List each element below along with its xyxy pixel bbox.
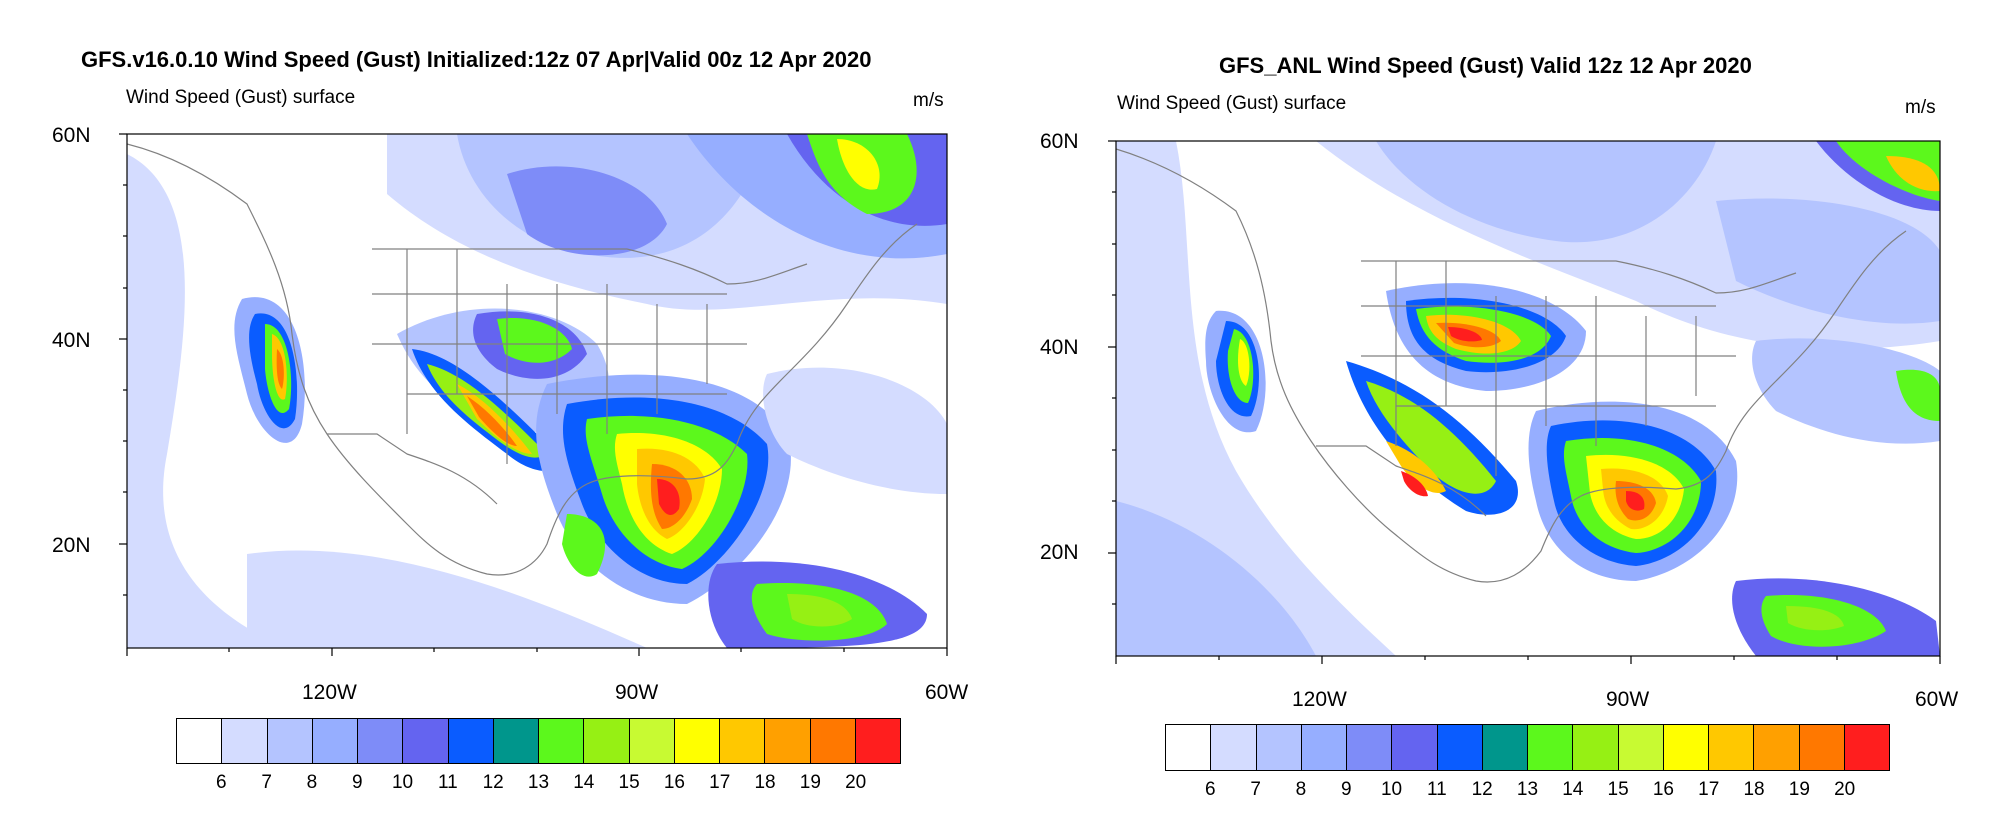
colorbar-swatch bbox=[1844, 725, 1889, 770]
colorbar-tick-label: 15 bbox=[1607, 779, 1629, 800]
colorbar-swatch bbox=[1347, 725, 1393, 770]
colorbar-swatch bbox=[222, 719, 268, 763]
lat-label: 60N bbox=[52, 124, 91, 147]
lon-label: 90W bbox=[615, 681, 659, 704]
colorbar-swatch bbox=[1573, 725, 1619, 770]
colorbar-swatch bbox=[765, 719, 811, 763]
colorbar-tick-label: 14 bbox=[573, 772, 595, 793]
colorbar-tick-label: 19 bbox=[1788, 779, 1810, 800]
colorbar-tick-label: 6 bbox=[216, 772, 227, 793]
panel-title: GFS.v16.0.10 Wind Speed (Gust) Initializ… bbox=[81, 47, 872, 72]
colorbar-swatch bbox=[493, 719, 539, 763]
colorbar-swatch bbox=[403, 719, 449, 763]
colorbar-swatch bbox=[1482, 725, 1528, 770]
colorbar-tick-label: 7 bbox=[1250, 779, 1261, 800]
lat-label: 60N bbox=[1040, 130, 1079, 153]
colorbar-swatch bbox=[1392, 725, 1438, 770]
right-panel: GFS_ANL Wind Speed (Gust) Valid 12z 12 A… bbox=[995, 0, 1990, 839]
panel-title: GFS_ANL Wind Speed (Gust) Valid 12z 12 A… bbox=[1219, 53, 1752, 78]
colorbar-tick-label: 18 bbox=[1743, 779, 1765, 800]
forecast-map bbox=[119, 133, 948, 656]
colorbar-tick-label: 12 bbox=[1471, 779, 1493, 800]
left-panel: GFS.v16.0.10 Wind Speed (Gust) Initializ… bbox=[52, 47, 969, 793]
colorbar bbox=[1165, 724, 1890, 771]
colorbar-swatch bbox=[1799, 725, 1845, 770]
colorbar-tick-label: 20 bbox=[845, 772, 867, 793]
colorbar-swatch bbox=[629, 719, 675, 763]
colorbar-swatch bbox=[584, 719, 630, 763]
units-label: m/s bbox=[913, 90, 944, 111]
colorbar-swatch bbox=[720, 719, 766, 763]
border-us-canada bbox=[372, 248, 808, 285]
colorbar-tick-label: 19 bbox=[799, 772, 821, 793]
lon-label: 120W bbox=[302, 681, 357, 704]
colorbar-tick-label: 10 bbox=[391, 772, 414, 793]
lat-label: 20N bbox=[1040, 541, 1079, 564]
lat-label: 20N bbox=[52, 534, 91, 557]
lon-label: 90W bbox=[1606, 688, 1650, 711]
border-us-canada bbox=[1361, 260, 1797, 294]
colorbar-tick-label: 12 bbox=[482, 772, 504, 793]
border-us-mexico bbox=[1316, 445, 1487, 517]
colorbar-swatch bbox=[312, 719, 358, 763]
lon-label: 60W bbox=[925, 681, 969, 704]
colorbar-tick-label: 15 bbox=[618, 772, 640, 793]
colorbar-swatch bbox=[1663, 725, 1709, 770]
colorbar-tick-label: 6 bbox=[1205, 779, 1216, 800]
colorbar-swatch bbox=[1754, 725, 1800, 770]
colorbar-swatch bbox=[539, 719, 585, 763]
colorbar-swatch bbox=[1256, 725, 1302, 770]
lat-label: 40N bbox=[52, 329, 91, 352]
colorbar-swatch bbox=[810, 719, 856, 763]
colorbar-tick-label: 9 bbox=[351, 772, 363, 793]
colorbar-tick-label: 16 bbox=[1652, 779, 1675, 800]
colorbar-tick-label: 8 bbox=[306, 772, 318, 793]
colorbar-swatch bbox=[1301, 725, 1347, 770]
units-label: m/s bbox=[1905, 97, 1936, 118]
colorbar-tick-label: 17 bbox=[1698, 779, 1720, 800]
gust-region-ocean bbox=[127, 154, 287, 648]
gust-region-south bbox=[247, 550, 647, 648]
gust-region-ocean bbox=[1116, 141, 1396, 656]
colorbar-swatch bbox=[177, 719, 223, 763]
colorbar-tick-label: 17 bbox=[709, 772, 731, 793]
gust-region-atlantic bbox=[1752, 338, 1940, 444]
lon-label: 60W bbox=[1915, 688, 1959, 711]
lon-label: 120W bbox=[1292, 688, 1347, 711]
colorbar-tick-label: 14 bbox=[1562, 779, 1584, 800]
colorbar-tick-label: 11 bbox=[438, 772, 458, 793]
colorbar-tick-label: 7 bbox=[261, 772, 272, 793]
colorbar-tick-label: 20 bbox=[1834, 779, 1856, 800]
colorbar-swatch bbox=[1709, 725, 1755, 770]
colorbar-tick-label: 11 bbox=[1427, 779, 1447, 800]
gust-region-atlantic bbox=[763, 367, 947, 494]
colorbar-swatch bbox=[267, 719, 313, 763]
colorbar-tick-label: 18 bbox=[754, 772, 776, 793]
colorbar-tick-label: 16 bbox=[663, 772, 686, 793]
colorbar-tick-label: 10 bbox=[1380, 779, 1403, 800]
colorbar-swatch bbox=[358, 719, 404, 763]
colorbar-swatch bbox=[674, 719, 720, 763]
border-us-mexico bbox=[327, 433, 498, 505]
colorbar-swatch bbox=[1211, 725, 1257, 770]
colorbar-tick-label: 8 bbox=[1295, 779, 1307, 800]
lat-label: 40N bbox=[1040, 336, 1079, 359]
colorbar-swatch bbox=[1528, 725, 1574, 770]
analysis-map bbox=[1108, 140, 1941, 664]
panel-subtitle: Wind Speed (Gust) surface bbox=[1117, 93, 1347, 114]
colorbar-swatch bbox=[1166, 725, 1212, 770]
colorbar-tick-label: 13 bbox=[527, 772, 550, 793]
colorbar-swatch bbox=[448, 719, 494, 763]
colorbar-tick-label: 13 bbox=[1516, 779, 1539, 800]
colorbar-swatch bbox=[855, 719, 900, 763]
coastline bbox=[127, 143, 588, 576]
colorbar-swatch bbox=[1437, 725, 1483, 770]
colorbar-tick-label: 9 bbox=[1340, 779, 1352, 800]
colorbar bbox=[176, 718, 901, 764]
panel-subtitle: Wind Speed (Gust) surface bbox=[126, 87, 356, 108]
coastline bbox=[1116, 148, 1582, 583]
colorbar-swatch bbox=[1618, 725, 1664, 770]
